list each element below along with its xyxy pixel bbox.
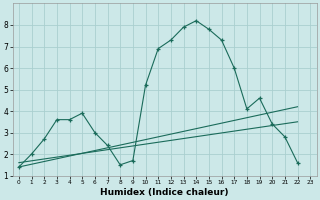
X-axis label: Humidex (Indice chaleur): Humidex (Indice chaleur) <box>100 188 229 197</box>
